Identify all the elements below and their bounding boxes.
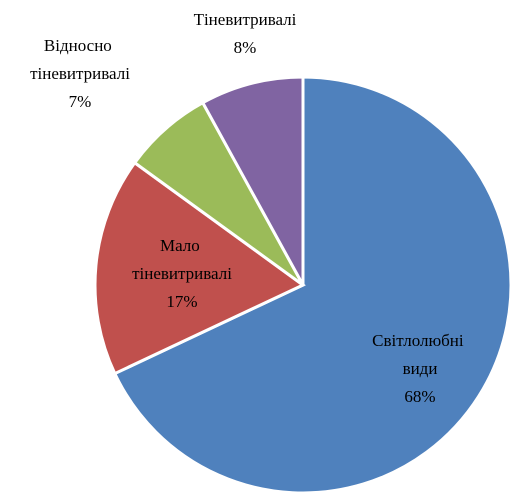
slice-value-label: 68%	[404, 387, 435, 406]
slice-value-label: 7%	[69, 92, 92, 111]
slice-value-label: 8%	[234, 38, 257, 57]
pie-slice	[200, 75, 305, 286]
slice-label: Мало тіневитривалі	[132, 236, 232, 283]
pie-slice	[112, 75, 513, 495]
slice-label: Тіневитривалі	[194, 10, 297, 29]
slice-label: Світлолюбні види	[372, 331, 468, 378]
slice-value-label: 17%	[166, 292, 197, 311]
slice-label: Відносно тіневитривалі	[30, 36, 130, 83]
pie-slice	[93, 160, 306, 376]
